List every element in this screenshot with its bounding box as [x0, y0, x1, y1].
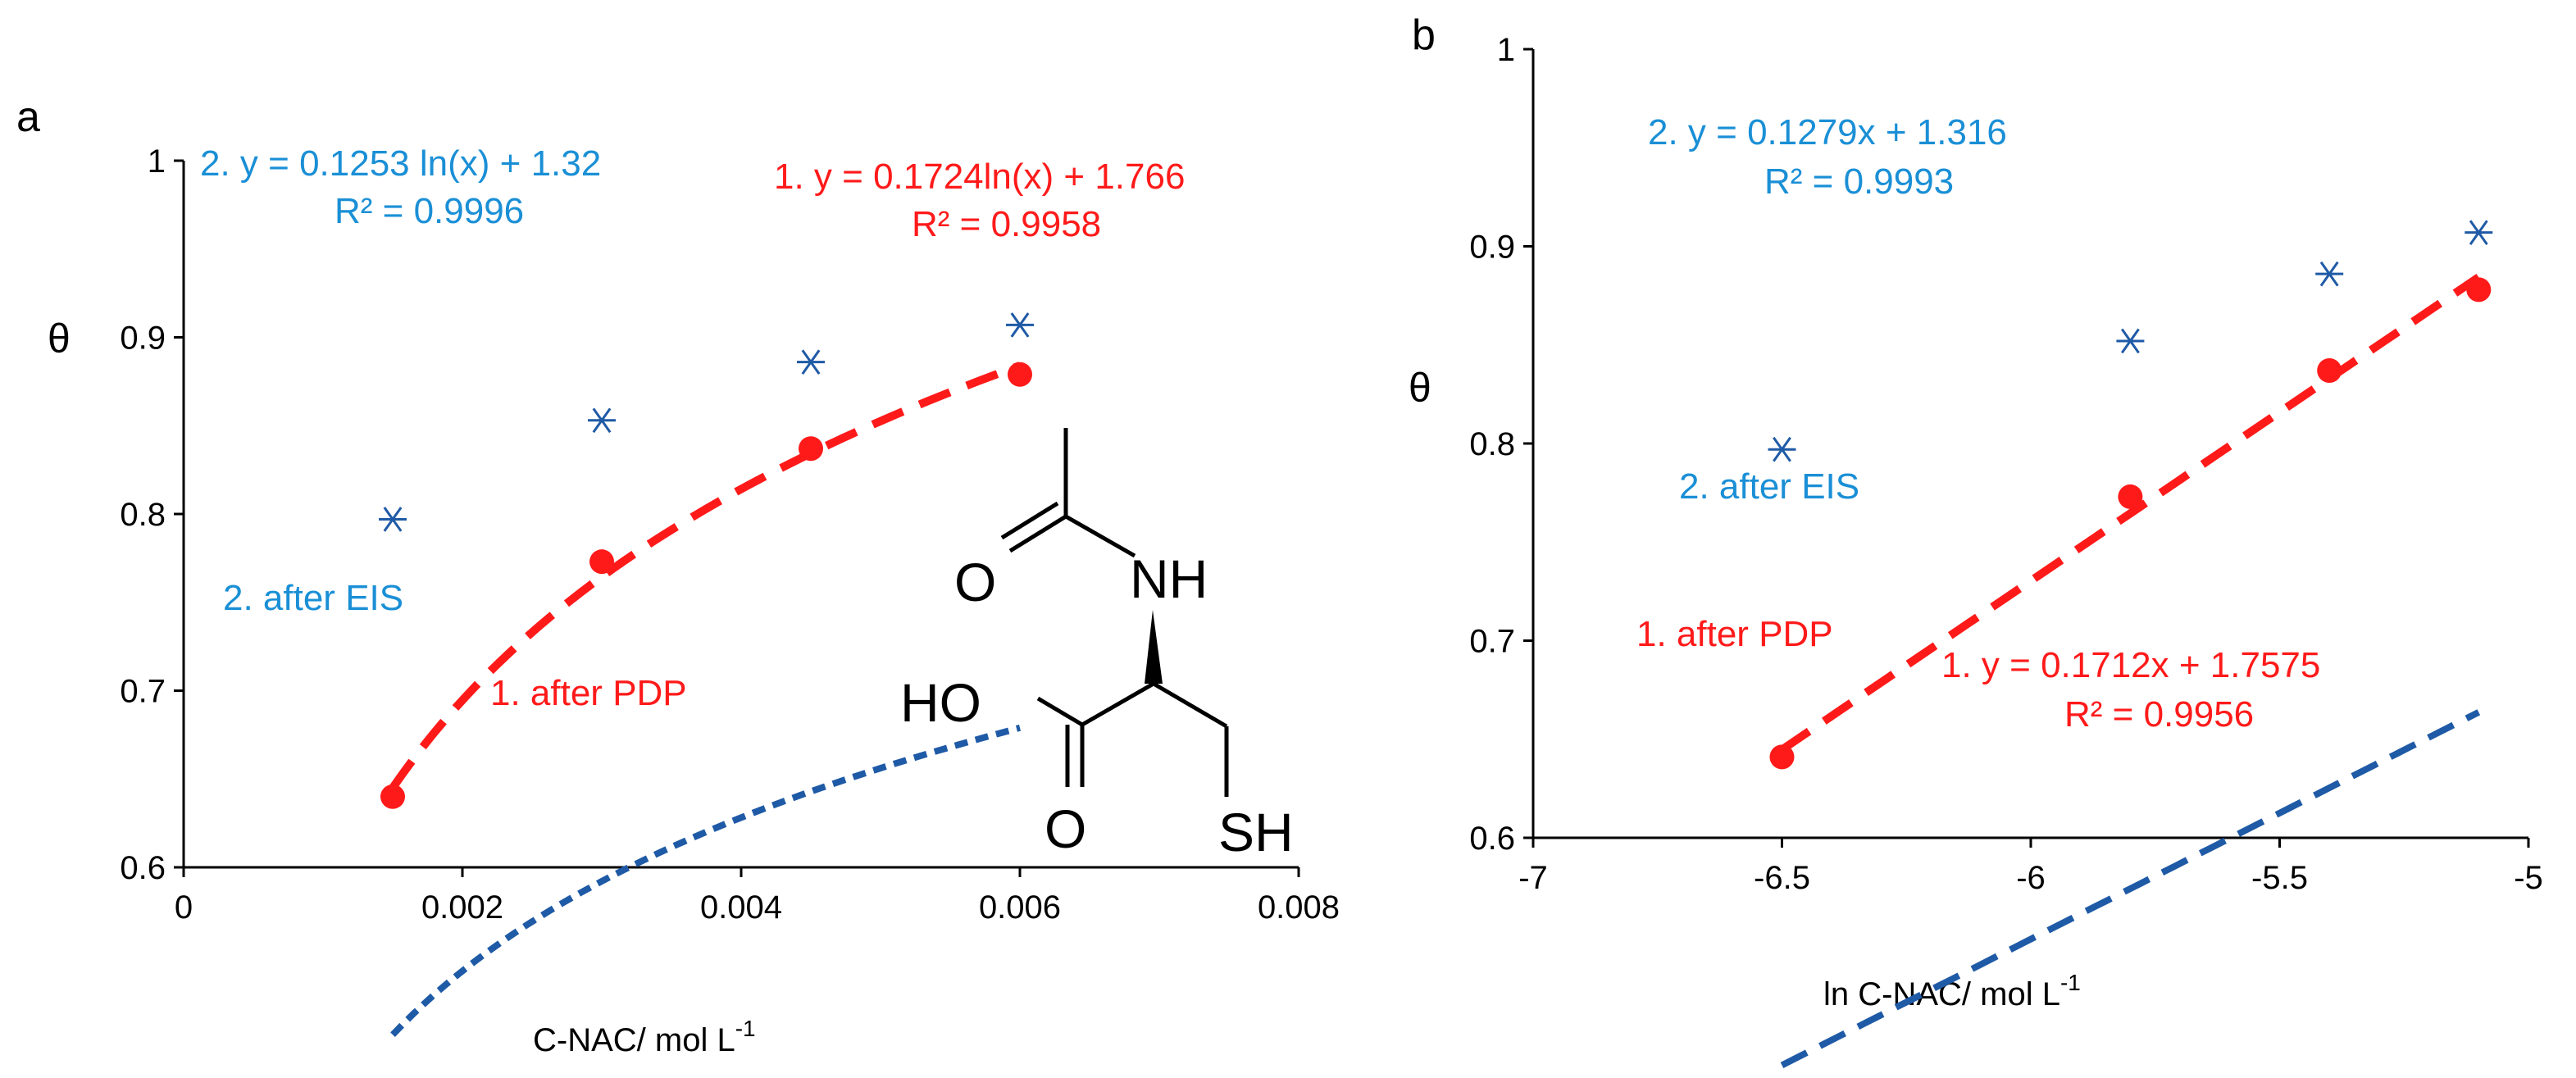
molecule-nh: NH [1130, 548, 1208, 609]
panel-b-x-tick-label: -6.5 [1754, 860, 1810, 896]
panel-a-trendline-pdp [389, 362, 1022, 790]
panel-a-trendline-eis [390, 724, 1022, 1037]
panel-a-x-tick-label: 0.008 [1258, 889, 1340, 926]
panel-b-tick-labels: 0.6 0.7 0.8 0.9 1 -7 -6.5 -6 -5.5 -5 [1469, 32, 2542, 896]
panel-b-label: b [1412, 11, 1436, 59]
panel-b-pdp-r2: R² = 0.9956 [2064, 694, 2254, 735]
panel-a-x-tick-label: 0.002 [421, 889, 503, 926]
panel-b-trendlines [1779, 273, 2482, 1068]
panel-b-y-axis-label: θ [1409, 365, 1431, 411]
panel-a-y-tick-label: 0.6 [120, 850, 166, 886]
panel-b-eis-point [1768, 436, 1796, 462]
panel-b-eis-point [2464, 220, 2493, 245]
panel-b-x-tick-label: -6 [2016, 860, 2046, 896]
panel-a-pdp-point [380, 784, 405, 809]
panel-a-y-tick-label: 0.9 [120, 321, 166, 357]
molecule-o-top: O [954, 552, 996, 612]
panel-a-x-tick-label: 0.004 [700, 889, 782, 926]
panel-b-pdp-point [2317, 358, 2342, 384]
panel-a-pdp-point [1008, 362, 1032, 387]
panel-b-pdp-point [2466, 277, 2492, 302]
panel-a-y-tick-label: 0.8 [120, 497, 166, 533]
panel-b-y-tick-label: 0.9 [1469, 230, 1515, 266]
panel-a: a θ C-NAC/ mol L-1 0.60.70.80.910 0.002 0.… [16, 93, 1340, 1058]
panel-a-y-axis-label: θ [48, 316, 71, 362]
molecule-o-bottom: O [1045, 798, 1086, 859]
panel-b-y-tick-label: 0.8 [1469, 426, 1515, 462]
panel-a-eis-point [588, 407, 616, 434]
panel-a-axes [174, 159, 1300, 877]
panel-b-eis-r2: R² = 0.9993 [1764, 161, 1954, 202]
panel-b-pdp-point [2118, 484, 2143, 509]
panel-a-pdp-series-label: 1. after PDP [490, 673, 687, 713]
panel-a-y-tick-label: 1 [148, 143, 166, 180]
panel-a-pdp-point [799, 436, 823, 462]
panel-a-eis-point [797, 349, 825, 375]
panel-b-eis-series-label: 2. after EIS [1679, 466, 1859, 507]
panel-a-data-points [379, 312, 1034, 809]
panel-a-x-axis-label: C-NAC/ mol L-1 [533, 1016, 756, 1058]
panel-a-pdp-equation: 1. y = 0.1724ln(x) + 1.766 [774, 157, 1185, 197]
panel-b-pdp-equation: 1. y = 0.1712x + 1.7575 [1941, 645, 2320, 685]
panel-a-pdp-point [589, 549, 614, 575]
panel-b-y-tick-label: 1 [1497, 32, 1515, 68]
panel-a-x-tick-label: 0 [175, 889, 193, 926]
panel-b-trendline-pdp [1779, 273, 2482, 753]
panel-b-pdp-point [1769, 744, 1795, 770]
panel-b-x-tick-label: -7 [1518, 860, 1548, 896]
panel-b-pdp-series-label: 1. after PDP [1636, 614, 1833, 654]
panel-a-tick-labels: 0.6 0.7 0.8 0.9 1 0 0.002 0.004 0.006 0.008 [120, 143, 1340, 926]
panel-b-x-tick-label: -5.5 [2251, 860, 2308, 896]
panel-a-eis-series-label: 2. after EIS [223, 578, 403, 618]
panel-b-x-tick-label: -5 [2514, 860, 2543, 896]
panel-a-eis-point [1006, 312, 1034, 338]
panel-b-y-tick-label: 0.6 [1469, 821, 1515, 857]
panel-b-eis-equation: 2. y = 0.1279x + 1.316 [1648, 112, 2007, 152]
panel-b-eis-point [2315, 261, 2344, 287]
molecule-sh: SH [1218, 802, 1294, 862]
panel-a-eis-r2: R² = 0.9996 [335, 191, 524, 231]
n-acetylcysteine-structure: O NH HO O SH [900, 428, 1294, 862]
panel-a-y-tick-label: 0.7 [120, 674, 166, 710]
panel-b-eis-point [2116, 328, 2145, 354]
panel-a-x-tick-label: 0.006 [979, 889, 1061, 926]
panel-a-label: a [16, 93, 40, 141]
panel-a-pdp-r2: R² = 0.9958 [912, 204, 1101, 244]
panel-b-trendline-eis [1780, 709, 2481, 1068]
panel-b-data-points [1768, 220, 2493, 770]
panel-a-eis-equation: 2. y = 0.1253 ln(x) + 1.32 [200, 143, 601, 184]
panel-b: b θ ln C-NAC/ mol L-1 0.60.70.80.91-7 -6.… [1409, 11, 2543, 1068]
panel-a-eis-point [379, 507, 407, 532]
panel-b-y-tick-label: 0.7 [1469, 624, 1515, 660]
molecule-ho: HO [900, 672, 981, 733]
panel-a-trendlines [389, 362, 1022, 1037]
panel-b-axes [1523, 48, 2530, 848]
